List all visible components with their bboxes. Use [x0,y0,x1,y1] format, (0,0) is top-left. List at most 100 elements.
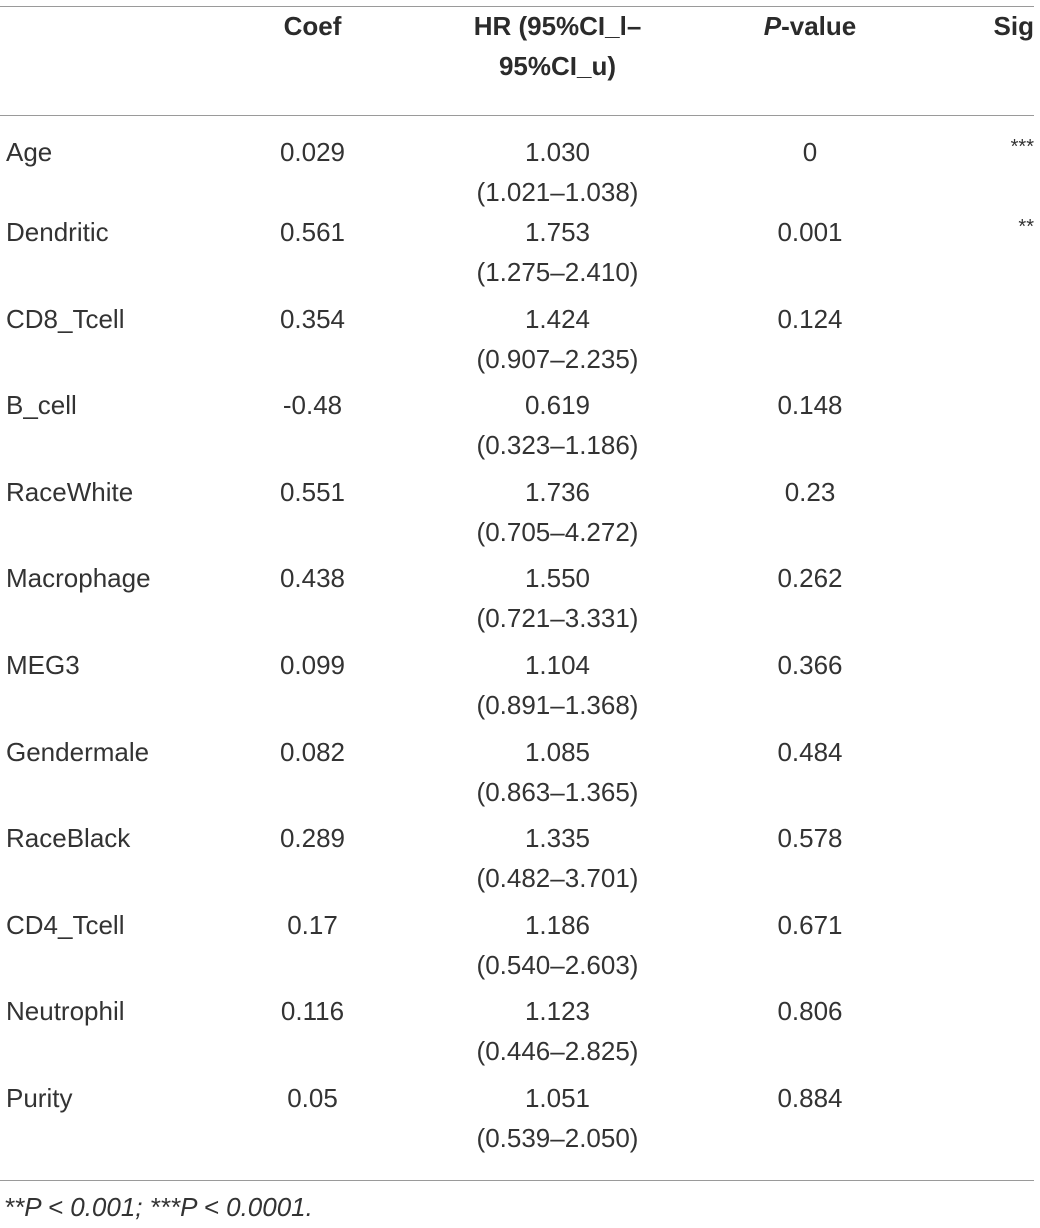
table-row: RaceWhite 0.551 1.736 (0.705–4.272) 0.23 [0,472,1034,559]
cell-coef: 0.17 [287,909,338,940]
cell-p-value: 0.671 [777,909,843,940]
cell-hr-value: 1.030 [524,137,591,167]
cell-p-value: 0.884 [777,1082,843,1113]
cell-coef: 0.354 [279,303,346,334]
cell-coef: 0.438 [279,563,346,594]
cell-variable: Gendermale [6,736,150,767]
cell-variable: Macrophage [6,563,151,594]
cell-coef: 0.289 [279,823,346,854]
cell-variable: MEG3 [6,649,80,680]
cell-coef: 0.029 [279,137,346,167]
cell-coef: -0.48 [282,390,343,421]
cell-sig [900,818,1034,905]
cell-hr: 1.030 (1.021–1.038) [395,115,720,212]
cell-sig [900,1078,1034,1165]
table-row: MEG3 0.099 1.104 (0.891–1.368) 0.366 [0,645,1034,732]
cell-hr: 0.619 (0.323–1.186) [395,385,720,472]
cell-hr-value: 1.753 [524,217,591,247]
cell-coef: 0.099 [279,649,346,680]
table-body: Age 0.029 1.030 (1.021–1.038) 0 *** Dendritic 0… [0,115,1034,1165]
cell-variable: Age [6,137,53,167]
cell-hr: 1.051 (0.539–2.050) [395,1078,720,1165]
cell-hr-value: 1.123 [524,996,591,1027]
cell-hr: 1.123 (0.446–2.825) [395,991,720,1078]
cell-hr-value: 1.085 [524,736,591,767]
cell-hr-value: 1.051 [524,1082,591,1113]
cell-sig [900,645,1034,732]
cell-hr-ci: (1.021–1.038) [476,177,639,207]
cell-coef: 0.05 [287,1082,338,1113]
header-rule [0,115,1034,116]
table-row: Neutrophil 0.116 1.123 (0.446–2.825) 0.806 [0,991,1034,1078]
cell-hr-value: 1.335 [524,823,591,854]
header-hr: HR (95%CI_l– 95%CI_u) [395,6,720,115]
cell-sig [900,991,1034,1078]
cell-p-value: 0.262 [777,563,843,594]
cell-p-value: 0 [802,137,818,167]
cell-hr: 1.085 (0.863–1.365) [395,732,720,819]
cell-p-value: 0.578 [777,823,843,854]
table-row: Macrophage 0.438 1.550 (0.721–3.331) 0.262 [0,558,1034,645]
cell-hr-ci: (1.275–2.410) [476,257,639,287]
cell-hr-ci: (0.482–3.701) [476,863,639,894]
cell-hr-ci: (0.721–3.331) [476,603,639,634]
header-sig: Sig [993,11,1034,41]
header-hr-line2: 95%CI_u) [498,51,617,81]
cell-sig [900,905,1034,992]
cell-sig [900,472,1034,559]
table-row: Purity 0.05 1.051 (0.539–2.050) 0.884 [0,1078,1034,1165]
cell-sig [900,558,1034,645]
cell-sig [900,299,1034,386]
cell-hr-ci: (0.907–2.235) [476,343,639,374]
results-table: Coef HR (95%CI_l– 95%CI_u) P-value Sig A… [0,6,1034,1165]
cell-p-value: 0.148 [777,390,843,421]
cell-coef: 0.551 [279,476,346,507]
cell-hr-value: 1.186 [524,909,591,940]
cell-hr-value: 0.619 [524,390,591,421]
cell-hr-ci: (0.540–2.603) [476,949,639,980]
cell-hr-ci: (0.446–2.825) [476,1036,639,1067]
table-row: B_cell -0.48 0.619 (0.323–1.186) 0.148 [0,385,1034,472]
cell-p-value: 0.806 [777,996,843,1027]
cell-hr: 1.186 (0.540–2.603) [395,905,720,992]
cell-sig [900,732,1034,819]
cell-p-value: 0.124 [777,303,843,334]
table-row: Gendermale 0.082 1.085 (0.863–1.365) 0.484 [0,732,1034,819]
cell-p-value: 0.23 [784,476,836,507]
table-row: Dendritic 0.561 1.753 (1.275–2.410) 0.001 ** [0,212,1034,299]
cell-variable: CD8_Tcell [6,303,125,334]
header-p-value: P-value [720,6,900,115]
cell-hr-value: 1.104 [524,649,591,680]
cell-p-value: 0.001 [777,217,843,247]
bottom-rule [0,1180,1034,1181]
footnote: **P < 0.001; ***P < 0.0001. [4,1192,313,1222]
cell-variable: CD4_Tcell [6,909,125,940]
cell-hr-ci: (0.863–1.365) [476,776,639,807]
cell-hr: 1.424 (0.907–2.235) [395,299,720,386]
cell-variable: Neutrophil [6,996,125,1027]
header-p-italic: P [763,11,782,41]
header-coef: Coef [283,11,342,41]
cell-sig: *** [1010,136,1034,158]
cell-hr: 1.104 (0.891–1.368) [395,645,720,732]
table-row: Age 0.029 1.030 (1.021–1.038) 0 *** [0,115,1034,212]
cell-p-value: 0.366 [777,649,843,680]
cell-hr-value: 1.736 [524,476,591,507]
cell-coef: 0.561 [279,217,346,247]
cell-variable: Dendritic [6,217,109,247]
cell-hr-value: 1.550 [524,563,591,594]
table-row: CD8_Tcell 0.354 1.424 (0.907–2.235) 0.124 [0,299,1034,386]
cell-sig: ** [1018,216,1034,238]
header-variable [0,6,230,115]
top-rule [0,6,1034,7]
header-hr-line1: HR (95%CI_l– [473,11,642,41]
cell-p-value: 0.484 [777,736,843,767]
cell-hr-ci: (0.705–4.272) [476,516,639,547]
cell-hr-ci: (0.323–1.186) [476,430,639,461]
cell-variable: Purity [6,1082,73,1113]
cell-hr: 1.736 (0.705–4.272) [395,472,720,559]
cell-hr: 1.550 (0.721–3.331) [395,558,720,645]
cell-coef: 0.082 [279,736,346,767]
cell-coef: 0.116 [280,996,345,1027]
